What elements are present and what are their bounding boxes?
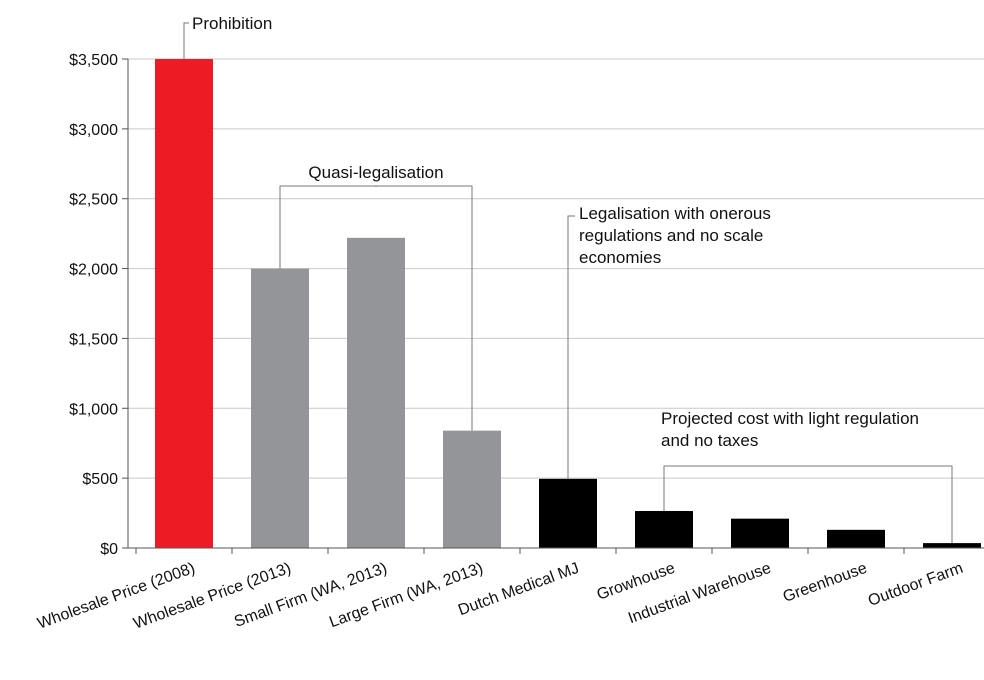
annotation-prohibition: Prohibition (192, 14, 272, 33)
annotation-quasi-legalisation: Quasi-legalisation (308, 163, 443, 182)
y-tick-labels: $0 $500 $1,000 $1,500 $2,000 $2,500 $3,000 $3,5… (69, 52, 118, 558)
bar-2 (347, 237, 405, 548)
y-tick-label: $3,500 (69, 52, 118, 69)
annotation-projected-bracket (663, 465, 953, 544)
annotation-projected: Projected cost with light regulation and … (661, 409, 919, 450)
bars (155, 59, 981, 548)
x-tick-label: Outdoor Farm (866, 560, 965, 610)
y-tick-label: $0 (100, 541, 118, 558)
bar-1 (251, 268, 309, 548)
bar-3 (443, 430, 501, 548)
axes (122, 58, 984, 554)
annotations: Prohibition Quasi-legalisation Legalisatio… (183, 14, 953, 544)
annotation-prohibition-line (183, 22, 189, 59)
y-tick-label: $1,000 (69, 401, 118, 418)
x-tick-label: Wholesale Price (2013) (131, 560, 293, 633)
x-tick-label: Greenhouse (781, 560, 870, 606)
bar-7 (827, 529, 885, 548)
y-tick-label: $2,500 (69, 192, 118, 209)
y-tick-label: $500 (82, 471, 118, 488)
bar-5 (635, 510, 693, 548)
x-tick-label: Large Firm (WA, 2013) (327, 560, 485, 631)
x-tick-label: Wholesale Price (2008) (35, 560, 197, 633)
x-tick-labels: Wholesale Price (2008)Wholesale Price (2… (35, 560, 965, 633)
y-tick-label: $3,000 (69, 122, 118, 139)
y-tick-label: $2,000 (69, 262, 118, 279)
y-tick-label: $1,500 (69, 331, 118, 348)
bar-0 (155, 59, 213, 548)
bar-6 (731, 518, 789, 548)
annotation-onerous: Legalisation with onerous regulations and… (579, 204, 771, 267)
bar-8 (923, 543, 981, 548)
bar-4 (539, 478, 597, 548)
annotation-onerous-line (567, 215, 575, 479)
